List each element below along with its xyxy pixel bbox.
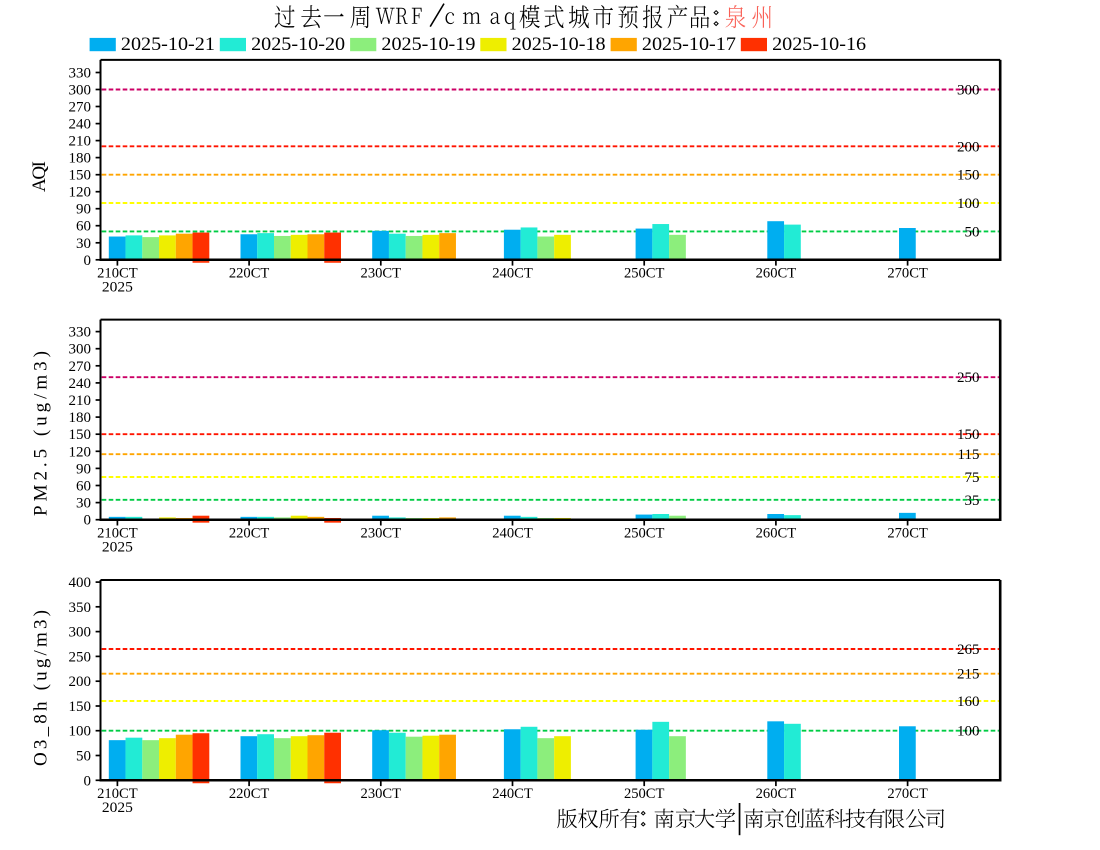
svg-text:30: 30 bbox=[76, 236, 91, 252]
svg-text:180: 180 bbox=[69, 410, 92, 426]
svg-text:210CT: 210CT bbox=[97, 786, 138, 802]
svg-text:240CT: 240CT bbox=[492, 266, 533, 282]
svg-text:50: 50 bbox=[965, 224, 980, 240]
svg-text:200: 200 bbox=[69, 674, 92, 690]
svg-text:250CT: 250CT bbox=[624, 526, 665, 542]
svg-text:300: 300 bbox=[957, 83, 980, 99]
svg-text:220CT: 220CT bbox=[229, 526, 270, 542]
svg-text:215: 215 bbox=[957, 667, 980, 683]
svg-text:120: 120 bbox=[69, 185, 92, 201]
svg-text:240: 240 bbox=[69, 117, 92, 133]
svg-text:300: 300 bbox=[69, 625, 92, 641]
svg-text:0: 0 bbox=[84, 253, 92, 269]
svg-text:270CT: 270CT bbox=[887, 526, 928, 542]
svg-text:260CT: 260CT bbox=[756, 266, 797, 282]
svg-text:150: 150 bbox=[957, 168, 980, 184]
svg-text:2025-10-20: 2025-10-20 bbox=[251, 34, 345, 55]
svg-text:250CT: 250CT bbox=[624, 786, 665, 802]
svg-text:150: 150 bbox=[69, 427, 92, 443]
svg-text:270CT: 270CT bbox=[887, 786, 928, 802]
svg-text:2025-10-21: 2025-10-21 bbox=[121, 34, 215, 55]
svg-text:0: 0 bbox=[84, 773, 92, 789]
svg-text:60: 60 bbox=[76, 219, 91, 235]
svg-text:330: 330 bbox=[69, 325, 92, 341]
svg-text:160: 160 bbox=[957, 694, 980, 710]
svg-text:AQI: AQI bbox=[29, 161, 50, 192]
svg-text:230CT: 230CT bbox=[361, 786, 402, 802]
svg-text:180: 180 bbox=[69, 151, 92, 167]
svg-text:250CT: 250CT bbox=[624, 266, 665, 282]
svg-text:210CT: 210CT bbox=[97, 526, 138, 542]
svg-text:75: 75 bbox=[965, 470, 980, 486]
svg-text:260CT: 260CT bbox=[756, 526, 797, 542]
svg-text:240CT: 240CT bbox=[492, 786, 533, 802]
svg-text:120: 120 bbox=[69, 444, 92, 460]
svg-text:150: 150 bbox=[69, 699, 92, 715]
svg-text:30: 30 bbox=[76, 496, 91, 512]
svg-text:100: 100 bbox=[957, 196, 980, 212]
svg-text:210: 210 bbox=[69, 393, 92, 409]
svg-text:230CT: 230CT bbox=[361, 526, 402, 542]
svg-text:2025-10-18: 2025-10-18 bbox=[512, 34, 606, 55]
svg-text:2025: 2025 bbox=[102, 539, 133, 555]
svg-text:2025: 2025 bbox=[102, 800, 133, 816]
svg-text:250: 250 bbox=[957, 370, 980, 386]
svg-text:270: 270 bbox=[69, 359, 92, 375]
svg-text:0: 0 bbox=[84, 513, 92, 529]
svg-text:220CT: 220CT bbox=[229, 786, 270, 802]
svg-text:210CT: 210CT bbox=[97, 266, 138, 282]
svg-text:265: 265 bbox=[957, 642, 980, 658]
svg-text:330: 330 bbox=[69, 66, 92, 82]
svg-text:O3_8h (ug/m3): O3_8h (ug/m3) bbox=[30, 610, 51, 766]
svg-text:270: 270 bbox=[69, 100, 92, 116]
svg-text:2025-10-19: 2025-10-19 bbox=[381, 34, 475, 55]
svg-text:240CT: 240CT bbox=[492, 526, 533, 542]
svg-text:240: 240 bbox=[69, 376, 92, 392]
svg-text:2025-10-16: 2025-10-16 bbox=[772, 34, 866, 55]
svg-text:220CT: 220CT bbox=[229, 266, 270, 282]
svg-text:90: 90 bbox=[76, 202, 91, 218]
svg-text:400: 400 bbox=[69, 575, 92, 591]
svg-text:150: 150 bbox=[957, 427, 980, 443]
svg-text:200: 200 bbox=[957, 139, 980, 155]
svg-text:2025-10-17: 2025-10-17 bbox=[642, 34, 736, 55]
svg-text:2025: 2025 bbox=[102, 280, 133, 296]
svg-text:300: 300 bbox=[69, 342, 92, 358]
svg-text:300: 300 bbox=[69, 83, 92, 99]
svg-text:210: 210 bbox=[69, 134, 92, 150]
svg-text:260CT: 260CT bbox=[756, 786, 797, 802]
svg-text:90: 90 bbox=[76, 461, 91, 477]
svg-text:150: 150 bbox=[69, 168, 92, 184]
svg-text:60: 60 bbox=[76, 479, 91, 495]
svg-text:115: 115 bbox=[958, 447, 980, 463]
svg-text:50: 50 bbox=[76, 749, 91, 765]
svg-text:35: 35 bbox=[965, 493, 980, 509]
svg-text:270CT: 270CT bbox=[887, 266, 928, 282]
svg-text:350: 350 bbox=[69, 600, 92, 616]
svg-text:250: 250 bbox=[69, 649, 92, 665]
svg-text:PM2.5 (ug/m3): PM2.5 (ug/m3) bbox=[31, 351, 52, 516]
svg-text:100: 100 bbox=[69, 724, 92, 740]
svg-text:230CT: 230CT bbox=[361, 266, 402, 282]
svg-text:100: 100 bbox=[957, 724, 980, 740]
